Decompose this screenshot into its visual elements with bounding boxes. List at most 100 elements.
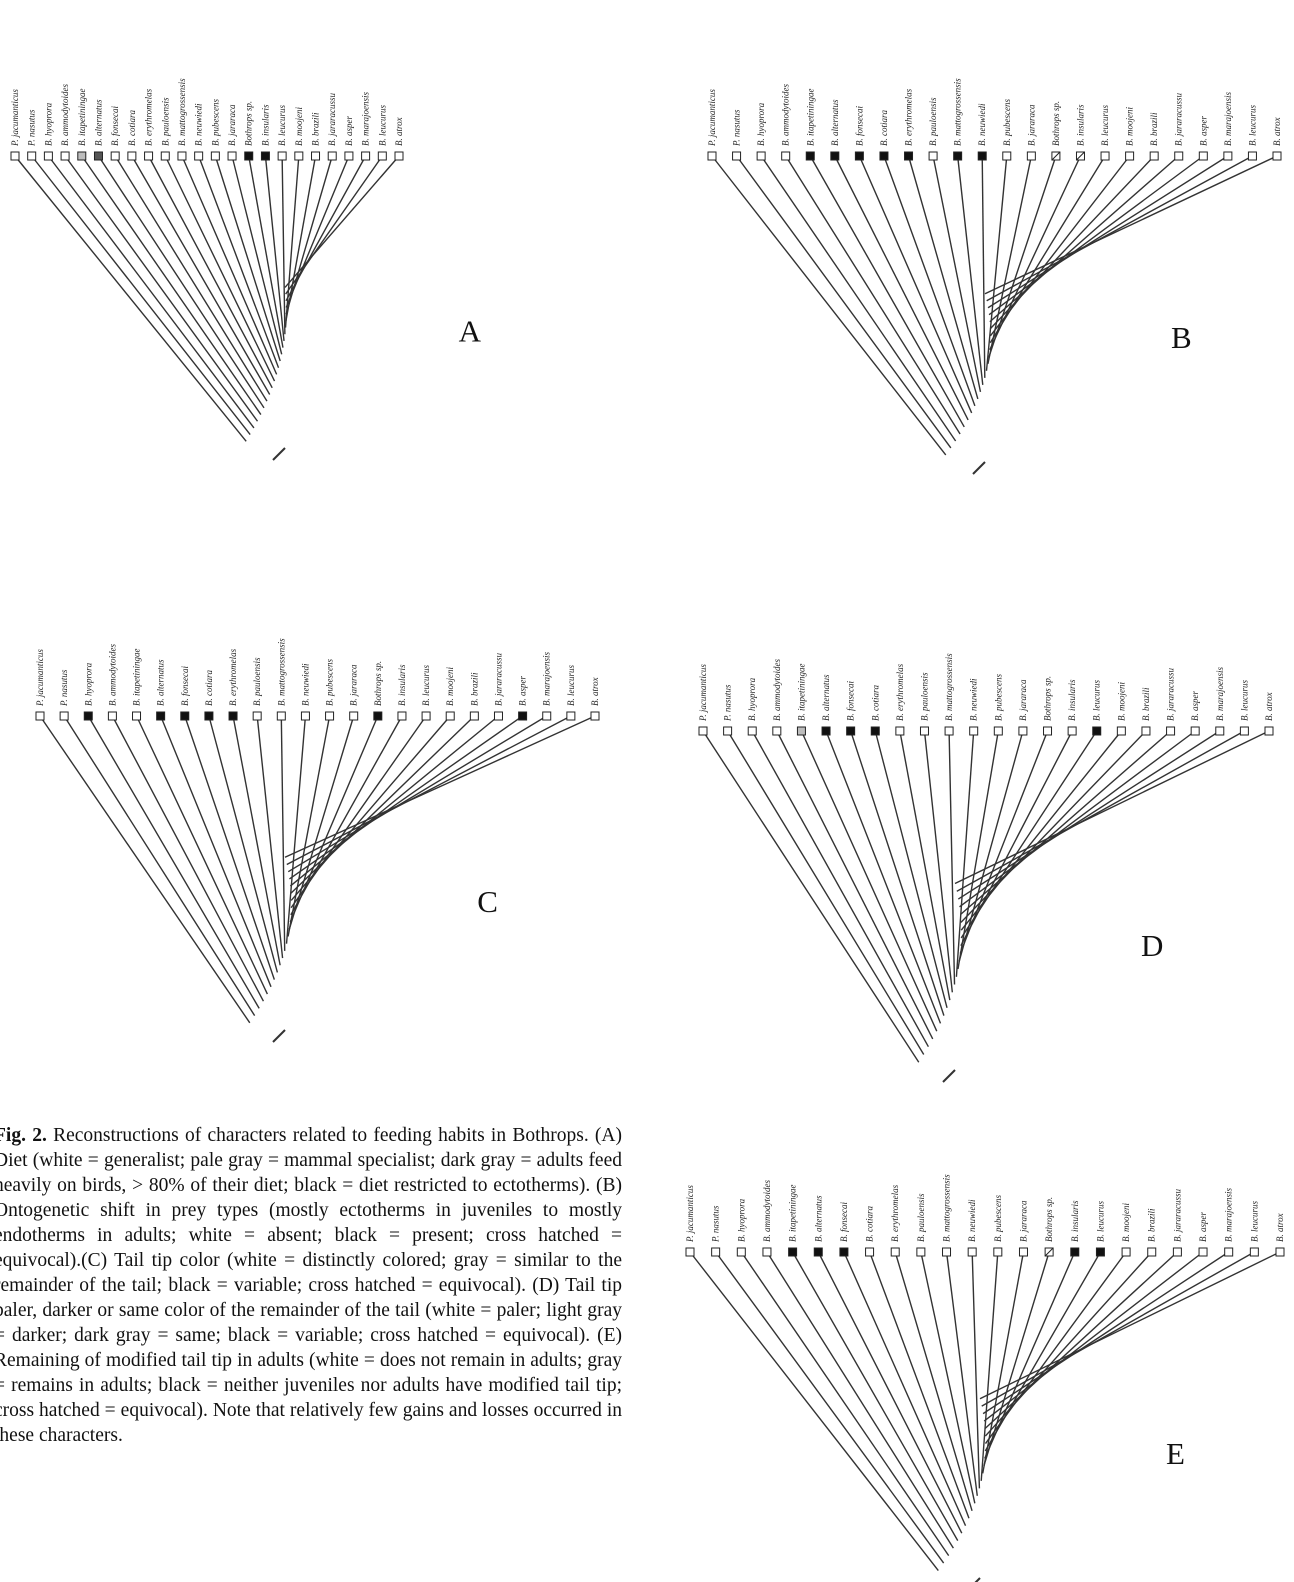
taxon-label: B. itapetiningae — [796, 664, 806, 722]
branch-line — [989, 155, 1155, 330]
branch-line — [289, 715, 499, 887]
taxon-label: B. fonsecai — [839, 1202, 849, 1242]
tip-state-box — [344, 151, 354, 161]
branch-line — [286, 715, 572, 866]
taxon-label: B. insularis — [1070, 1200, 1080, 1242]
tip-states: P. jacumanticus P. nasutus B. hyoprora B. a… — [35, 638, 600, 721]
branch-line — [727, 730, 925, 1055]
taxon-label: B. leucurus — [566, 665, 576, 706]
branch-line — [81, 155, 262, 415]
tree-branches — [689, 1251, 1281, 1582]
taxon-label: B. jararacussu — [327, 92, 337, 146]
tip-state-box — [156, 711, 166, 721]
taxon-label: P. nasutus — [59, 669, 69, 707]
branch-line — [985, 155, 1008, 371]
taxon-label: Bothrops sp. — [1051, 101, 1061, 146]
root-stem — [272, 447, 286, 461]
branch-line — [776, 730, 934, 1040]
taxon-label: B. jararacussu — [1174, 92, 1184, 146]
tip-state-box — [854, 151, 864, 161]
branch-line — [232, 715, 281, 966]
branch-line — [960, 730, 1122, 931]
taxon-label: B. leucurus — [377, 105, 387, 146]
branch-line — [858, 155, 973, 414]
branch-line — [792, 1251, 959, 1541]
taxon-label: B. pubescens — [1002, 99, 1012, 146]
tip-state-box — [1190, 726, 1200, 736]
branch-line — [843, 1251, 967, 1526]
tip-state-box — [590, 711, 600, 721]
tip-state-box — [445, 711, 455, 721]
tip-state-box — [252, 711, 262, 721]
tip-state-box — [1043, 726, 1053, 736]
tip-state-box — [43, 151, 53, 161]
branch-line — [181, 155, 278, 375]
branch-line — [981, 155, 986, 378]
branch-line — [766, 1251, 954, 1549]
taxon-label: B. moojeni — [1121, 1203, 1131, 1242]
branch-line — [702, 730, 920, 1063]
tip-state-box — [993, 726, 1003, 736]
taxon-label: B. erythromelas — [144, 88, 154, 146]
tree-branches — [711, 155, 1278, 475]
branch-line — [989, 155, 1180, 323]
panel-letter: D — [1141, 928, 1163, 963]
taxon-label: B. insularis — [1067, 679, 1077, 721]
taxon-label: B. mattogrossensis — [944, 653, 954, 721]
taxon-label: B. moojeni — [445, 667, 455, 706]
taxon-label: B. fonsecai — [110, 106, 120, 146]
taxon-label: B. moojeni — [1116, 682, 1126, 721]
taxon-label: B. erythromelas — [890, 1184, 900, 1242]
tip-state-box — [160, 151, 170, 161]
tip-state-box — [228, 711, 238, 721]
tip-state-box — [1172, 1247, 1182, 1257]
tip-state-box — [879, 151, 889, 161]
taxon-label: B. asper — [518, 676, 528, 706]
taxon-label: B. neuwiedi — [300, 663, 310, 706]
taxon-label: B. brazili — [1147, 1208, 1157, 1242]
taxon-label: P. nasutus — [732, 109, 742, 147]
tip-state-box — [865, 1247, 875, 1257]
tip-state-box — [421, 711, 431, 721]
tip-state-box — [732, 151, 742, 161]
branch-line — [281, 155, 286, 335]
taxon-label: B. asper — [344, 116, 354, 146]
branch-line — [982, 1251, 1025, 1474]
branch-line — [956, 730, 1245, 892]
taxon-label: B. pauloensis — [919, 672, 929, 721]
branch-line — [983, 1251, 1204, 1422]
taxon-label: B. cotiara — [127, 110, 137, 146]
tip-state-box — [1018, 726, 1028, 736]
taxon-label: B. atrox — [590, 677, 600, 706]
tip-state-box — [916, 1247, 926, 1257]
tip-state-box — [361, 151, 371, 161]
tip-state-box — [1070, 1247, 1080, 1257]
tip-state-box — [1224, 1247, 1234, 1257]
equivocal-hatch — [1051, 151, 1061, 161]
tip-state-box — [10, 151, 20, 161]
tip-state-box — [685, 1247, 695, 1257]
tip-state-box — [180, 711, 190, 721]
root-stem — [272, 1029, 286, 1043]
panel-letter: C — [477, 884, 498, 919]
tip-state-box — [1166, 726, 1176, 736]
taxon-label: B. atrox — [1275, 1213, 1285, 1242]
taxon-label: Bothrops sp. — [1043, 676, 1053, 721]
taxon-label: B. ammodytoides — [772, 659, 782, 721]
tip-state-box — [953, 151, 963, 161]
taxon-label: B. ammodytoides — [60, 84, 70, 146]
taxon-label: B. leucurus — [1249, 1201, 1259, 1242]
taxon-label: B. pauloensis — [928, 97, 938, 146]
taxon-label: B. insularis — [1075, 104, 1085, 146]
tip-state-box — [830, 151, 840, 161]
tip-state-box — [1275, 1247, 1285, 1257]
tip-state-box — [944, 726, 954, 736]
taxon-label: B. neuwiedi — [194, 103, 204, 146]
branch-line — [989, 155, 1131, 337]
taxon-label: B. itapetiningae — [788, 1185, 798, 1243]
tip-state-box — [1272, 151, 1282, 161]
taxon-label: B. brazili — [1141, 687, 1151, 721]
tip-state-box — [260, 151, 270, 161]
branch-line — [960, 730, 1147, 923]
tip-state-box — [788, 1247, 798, 1257]
